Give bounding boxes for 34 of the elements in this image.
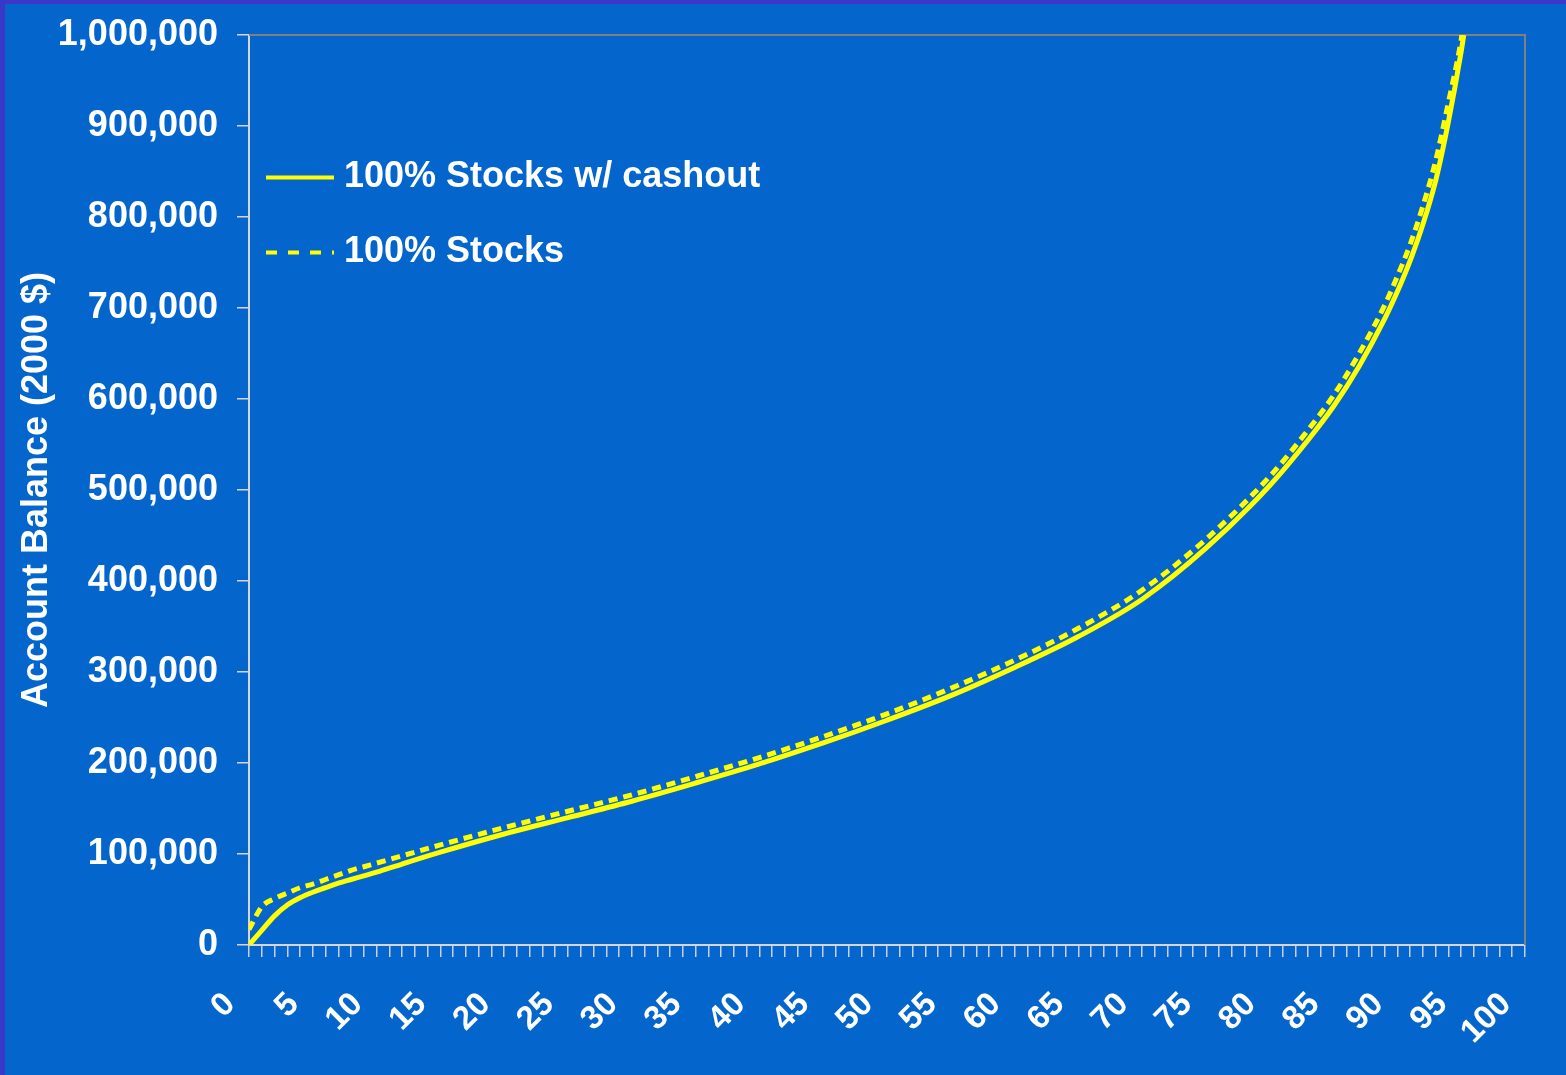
x-tick-label: 20 xyxy=(444,984,497,1037)
y-tick-label: 800,000 xyxy=(87,193,218,235)
x-tick-label: 10 xyxy=(316,984,369,1037)
x-tick-label: 45 xyxy=(763,984,816,1037)
legend-label: 100% Stocks xyxy=(344,229,565,271)
y-tick-label: 900,000 xyxy=(87,102,218,144)
y-tick-label: 400,000 xyxy=(87,557,218,599)
x-tick-label: 85 xyxy=(1273,984,1326,1037)
y-tick-label: 300,000 xyxy=(87,648,218,690)
x-tick-label: 5 xyxy=(266,984,306,1024)
x-tick-label: 30 xyxy=(572,984,625,1037)
x-tick-label: 35 xyxy=(635,984,688,1037)
x-tick-label: 50 xyxy=(827,984,880,1037)
y-tick-label: 500,000 xyxy=(87,466,218,508)
x-tick-label: 80 xyxy=(1210,984,1263,1037)
x-tick-label: 25 xyxy=(508,984,561,1037)
x-tick-label: 15 xyxy=(380,984,433,1037)
x-tick-label: 60 xyxy=(954,984,1007,1037)
x-tick-label: 70 xyxy=(1082,984,1135,1037)
x-tick-label: 55 xyxy=(891,984,944,1037)
legend-label: 100% Stocks w/ cashout xyxy=(344,154,761,196)
x-tick-label: 95 xyxy=(1401,984,1454,1037)
y-tick-label: 600,000 xyxy=(87,375,218,417)
y-tick-label: 100,000 xyxy=(87,830,218,872)
y-tick-label: 0 xyxy=(197,921,218,963)
x-tick-label: 40 xyxy=(699,984,752,1037)
x-tick-label: 65 xyxy=(1018,984,1071,1037)
y-tick-label: 200,000 xyxy=(87,739,218,781)
x-tick-label: 90 xyxy=(1337,984,1390,1037)
y-tick-label: 700,000 xyxy=(87,284,218,326)
x-tick-label: 75 xyxy=(1146,984,1199,1037)
y-axis-title: Account Balance (2000 $) xyxy=(13,271,55,709)
y-tick-label: 1,000,000 xyxy=(57,11,218,53)
x-tick-label: 100 xyxy=(1452,984,1518,1050)
